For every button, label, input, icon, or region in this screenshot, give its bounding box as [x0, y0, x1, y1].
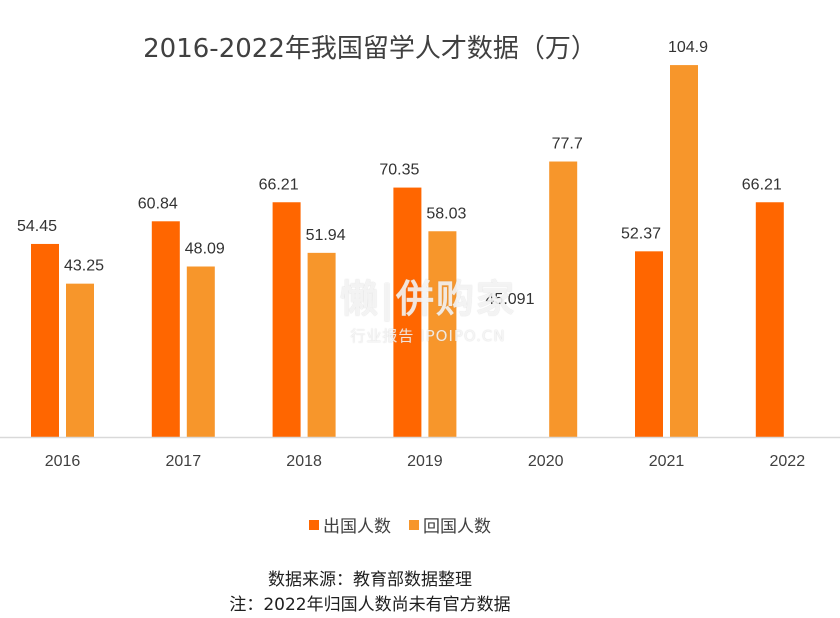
bar-returning-2019 [428, 231, 457, 437]
footnote: 注：2022年归国人数尚未有官方数据 [229, 595, 511, 615]
legend-item-returning: 回国人数 [409, 512, 491, 537]
x-tick-label-2018: 2018 [286, 453, 322, 470]
data-label-outbound-2022: 66.21 [742, 176, 782, 193]
data-label-returning-2019: 58.03 [426, 205, 466, 222]
data-label-returning-2018: 51.94 [306, 227, 346, 244]
watermark-main: 懒|併购家 [340, 277, 516, 321]
watermark-sub: 行业报告 IPOIPO.CN [350, 327, 506, 345]
bar-outbound-2017 [151, 221, 180, 437]
watermark: 懒|併购家 行业报告 IPOIPO.CN [318, 268, 538, 346]
bar-returning-2021 [670, 65, 698, 437]
legend-item-outbound: 出国人数 [309, 512, 391, 537]
data-label-outbound-2017: 60.84 [138, 195, 178, 212]
bar-returning-2018 [307, 252, 336, 437]
x-tick-label-2019: 2019 [407, 453, 443, 470]
chart-title: 2016-2022年我国留学人才数据（万） [143, 34, 597, 64]
legend-swatch-outbound [309, 519, 319, 530]
bar-returning-2017 [186, 266, 215, 437]
bar-outbound-2018 [272, 202, 301, 437]
data-label-returning-2021: 104.9 [668, 39, 708, 56]
bar-outbound-2022 [755, 202, 784, 437]
bar-outbound-2016 [31, 243, 59, 437]
bar-outbound-2019 [393, 187, 422, 437]
legend-label-outbound: 出国人数 [323, 517, 391, 537]
x-tick-label-2016: 2016 [45, 453, 81, 470]
data-label-outbound-2018: 66.21 [259, 176, 299, 193]
source-note: 数据来源：教育部数据整理 [268, 570, 472, 590]
x-tick-label-2017: 2017 [166, 453, 202, 470]
legend-swatch-returning [409, 519, 419, 530]
chart-legend: 出国人数 回国人数 [0, 512, 800, 537]
data-label-outbound-2019: 70.35 [379, 162, 419, 179]
x-tick-label-2022: 2022 [770, 453, 806, 470]
bar-outbound-2021 [635, 251, 663, 437]
data-label-outbound-2021: 52.37 [621, 225, 661, 242]
bar-returning-2020 [549, 161, 578, 437]
data-label-returning-2017: 48.09 [185, 240, 225, 257]
x-tick-label-2020: 2020 [528, 453, 564, 470]
data-label-returning-2016: 43.25 [64, 258, 104, 275]
x-tick-label-2021: 2021 [649, 453, 685, 470]
data-label-outbound-2016: 54.45 [17, 218, 57, 235]
legend-label-returning: 回国人数 [423, 517, 491, 537]
bar-returning-2016 [66, 283, 94, 437]
annotation-label-2020: 45.091 [486, 291, 535, 308]
data-label-returning-2020: 77.7 [552, 136, 583, 153]
